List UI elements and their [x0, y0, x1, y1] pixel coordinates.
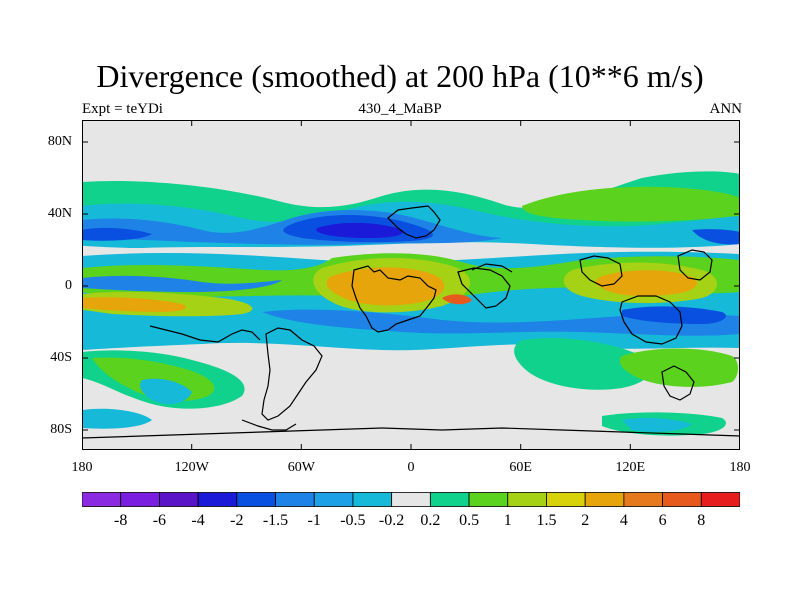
field-blue-region-south — [262, 309, 740, 336]
plot-title: Divergence (smoothed) at 200 hPa (10**6 … — [96, 58, 704, 94]
colorbar-box — [236, 492, 276, 507]
field-orange-region-west — [82, 297, 186, 312]
field-cyan-south-2 — [140, 378, 192, 405]
lat-label-40s: 40S — [50, 350, 72, 365]
coastline-europe — [387, 205, 441, 239]
coastline-maritime-continent — [579, 255, 623, 287]
coastline-western-pacific — [677, 249, 713, 281]
colorbar-box — [275, 492, 315, 507]
colorbar-box — [120, 492, 160, 507]
colorbar-box — [159, 492, 199, 507]
coastline-east-asia — [471, 263, 513, 273]
field-south-band — [82, 337, 738, 436]
colorbar-label: 6 — [658, 512, 667, 529]
field-dark-blue-region — [316, 222, 403, 238]
colorbar-label: 0.5 — [459, 512, 480, 529]
colorbar-label: 4 — [619, 512, 628, 529]
field-cyan-south-3 — [622, 417, 692, 432]
divergence-map — [82, 120, 740, 450]
field-green-south-2 — [619, 348, 738, 387]
colorbar-box — [82, 492, 122, 507]
lat-label-80s: 80S — [50, 422, 72, 437]
field-red-region — [442, 294, 472, 305]
lon-label-120w: 120W — [174, 460, 209, 475]
field-blue-region-west — [82, 227, 152, 241]
colorbar-label: 8 — [697, 512, 706, 529]
lat-label-80n: 80N — [47, 134, 72, 149]
field-green-region — [522, 186, 740, 222]
colorbar-label: -0.5 — [340, 512, 366, 529]
lon-label-180w: 180 — [71, 460, 93, 475]
colorbar-label: -6 — [152, 512, 167, 529]
colorbar-box — [468, 492, 509, 507]
coastline-africa — [351, 265, 437, 333]
lon-label-120e: 120E — [615, 460, 646, 475]
lon-label-60e: 60E — [509, 460, 532, 475]
field-blue-region-east — [692, 229, 740, 245]
colorbar — [82, 492, 740, 507]
colorbar-box — [197, 492, 238, 507]
experiment-label: Expt = teYDi — [82, 101, 163, 117]
colorbar-box — [700, 492, 740, 507]
lat-label-eq: 0 — [65, 278, 72, 293]
field-teal-south-2 — [514, 337, 653, 390]
colorbar-box — [507, 492, 547, 507]
colorbar-box — [662, 492, 702, 507]
colorbar-box — [623, 492, 663, 507]
colorbar-label: -2 — [230, 512, 244, 529]
season-label: ANN — [709, 101, 743, 117]
colorbar-box — [546, 492, 586, 507]
colorbar-box — [352, 492, 393, 507]
coastlines — [82, 205, 740, 439]
colorbar-box — [584, 492, 625, 507]
field-tropical-band — [82, 251, 740, 351]
coastline-central-america — [149, 325, 261, 343]
lon-label-180e: 180 — [729, 460, 751, 475]
field-dark-blue-region-south — [622, 306, 726, 324]
colorbar-label: -8 — [114, 512, 128, 529]
field-blue-tropics — [82, 275, 282, 292]
coastline-india-asia — [457, 267, 511, 309]
colorbar-label: 0.2 — [420, 512, 441, 529]
field-cyan-south — [82, 408, 152, 429]
lon-label-0: 0 — [407, 460, 415, 475]
coastline-australia — [619, 295, 683, 345]
colorbar-box — [391, 492, 431, 507]
colorbar-label: -4 — [191, 512, 205, 529]
coastline-north-west-pacific — [661, 365, 695, 401]
lon-label-60w: 60W — [287, 460, 315, 475]
coastline-south-america — [261, 327, 323, 421]
colorbar-label: -1 — [307, 512, 321, 529]
run-id-label: 430_4_MaBP — [358, 101, 442, 117]
tick-marks — [82, 120, 740, 450]
colorbar-label: -0.2 — [378, 512, 405, 529]
colorbar-box — [429, 492, 470, 507]
field-north-band — [82, 171, 740, 248]
coastline-west-antarctica — [241, 419, 297, 431]
colorbar-box — [313, 492, 354, 507]
lat-label-40n: 40N — [47, 206, 72, 221]
colorbar-label: -1.5 — [262, 512, 289, 529]
colorbar-label: 1.5 — [536, 512, 557, 529]
coastline-antarctica — [82, 427, 740, 439]
colorbar-label: 1 — [503, 512, 512, 529]
colorbar-label: 2 — [581, 512, 590, 529]
